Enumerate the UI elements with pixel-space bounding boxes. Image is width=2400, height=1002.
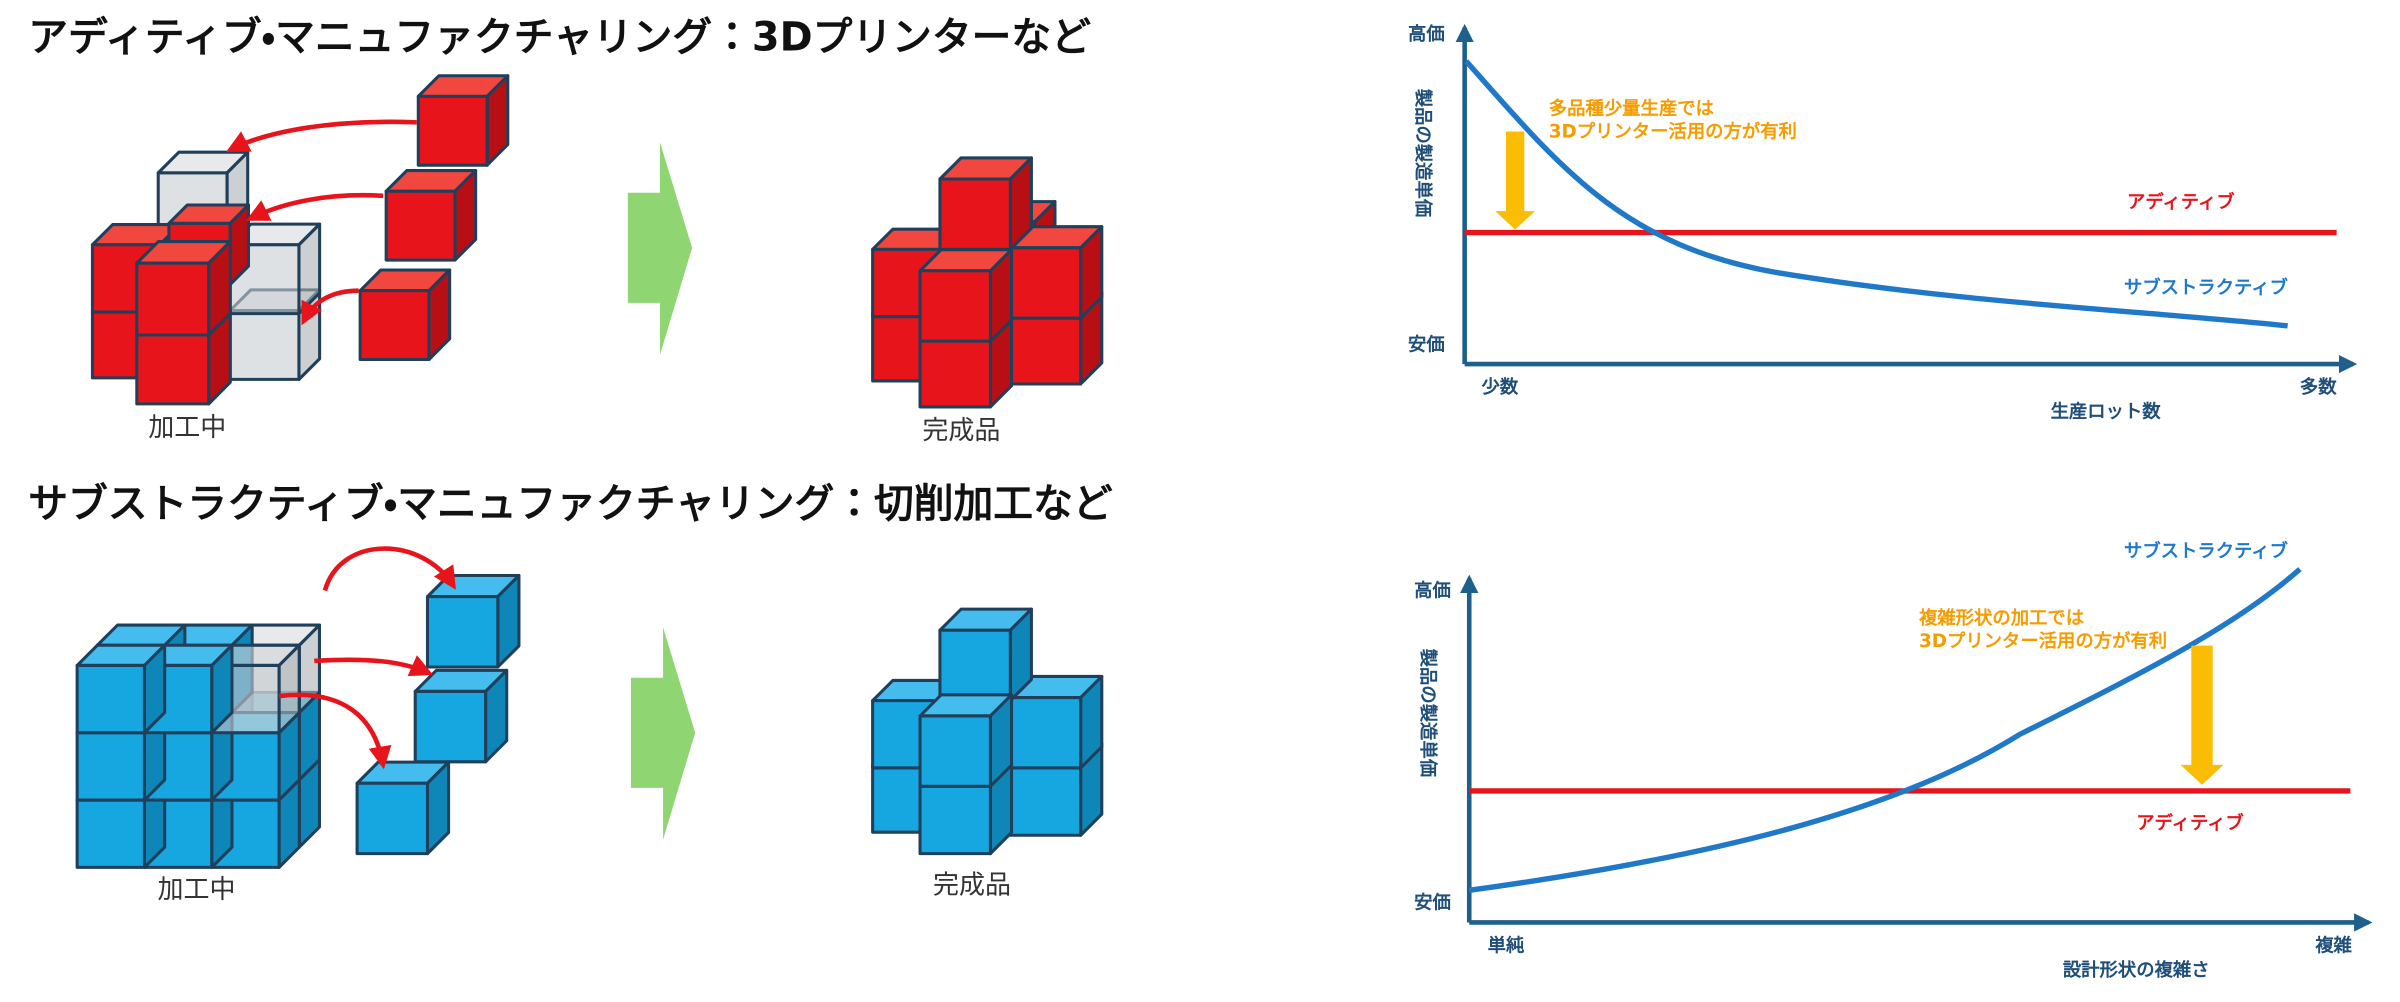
caption: 加工中 — [148, 413, 226, 443]
cube — [425, 573, 521, 669]
y-label: 製品の製造単価 — [1412, 88, 1434, 217]
cube-face — [1008, 696, 1083, 770]
y-low: 安価 — [1408, 333, 1445, 355]
cube-face — [416, 94, 489, 167]
additive-label: アディティブ — [2136, 812, 2244, 834]
lot-chart: 高価 安価 製品の製造単価 少数 多数 生産ロット数 多品種少量生産では 3Dプ… — [1408, 23, 2358, 423]
cube-face — [938, 628, 1012, 703]
cube — [228, 222, 322, 316]
cube — [358, 268, 452, 362]
cube-face — [918, 781, 992, 856]
cube — [938, 156, 1033, 251]
cube-face — [918, 714, 992, 788]
x-label: 生産ロット数 — [2051, 401, 2162, 423]
illustrations — [75, 74, 1104, 869]
x-low: 単純 — [1488, 935, 1525, 957]
subtractive-label: サブストラクティブ — [2124, 540, 2289, 562]
y-high: 高価 — [1414, 580, 1451, 602]
y-low: 安価 — [1414, 892, 1451, 914]
cube-face — [938, 177, 1012, 251]
note: 3Dプリンター活用の方が有利 — [1549, 121, 1797, 143]
caption: 完成品 — [922, 416, 1000, 446]
note: 3Dプリンター活用の方が有利 — [1919, 630, 2167, 652]
cube — [75, 643, 167, 735]
cube-face — [918, 335, 992, 409]
caption: 完成品 — [933, 870, 1011, 900]
cube-face — [918, 269, 992, 343]
cube-face — [228, 243, 301, 316]
cube-face — [1008, 246, 1083, 320]
additive-label: アディティブ — [2127, 191, 2235, 213]
section-title: アディティブ・マニュファクチャリング：3Dプリンターなど — [28, 14, 1091, 60]
x-high: 多数 — [2300, 376, 2337, 398]
cube-face — [1008, 312, 1083, 386]
cube-face — [425, 595, 500, 669]
cube — [416, 74, 510, 167]
cube — [918, 248, 1014, 343]
process-arrows — [226, 119, 456, 770]
cube — [1008, 674, 1104, 770]
cube-face — [135, 261, 211, 337]
cube-face — [358, 289, 431, 362]
step-arrow — [630, 627, 696, 840]
x-high: 複雑 — [2314, 935, 2352, 957]
step-arrow — [627, 142, 693, 355]
note: 複雑形状の加工では — [1918, 607, 2084, 629]
cube-face — [228, 309, 301, 381]
cube-face — [413, 689, 488, 764]
y-label: 製品の製造単価 — [1417, 648, 1439, 777]
cube — [413, 668, 509, 764]
cube-face — [75, 731, 146, 802]
cube — [355, 760, 451, 856]
y-high: 高価 — [1408, 23, 1445, 45]
cube — [918, 693, 1014, 788]
complexity-chart: 高価 安価 製品の製造単価 単純 複雑 設計形状の複雑さ 複雑形状の加工では 3… — [1414, 540, 2373, 981]
cube-face — [355, 781, 429, 856]
subtractive-label: サブストラクティブ — [2124, 277, 2289, 299]
cube — [384, 169, 478, 262]
subtractive-curve — [1464, 59, 2288, 329]
cube — [1008, 225, 1104, 320]
advantage-arrow — [1495, 131, 1536, 230]
cube-face — [384, 189, 457, 262]
cube-face — [75, 663, 146, 735]
cube-face — [1008, 763, 1083, 837]
caption: 加工中 — [157, 875, 235, 905]
note: 多品種少量生産では — [1549, 98, 1714, 120]
cube — [938, 607, 1033, 703]
cube-face — [135, 330, 211, 406]
x-low: 少数 — [1481, 376, 1518, 398]
cube — [135, 240, 232, 337]
advantage-arrow — [2180, 645, 2224, 785]
section-title: サブストラクティブ・マニュファクチャリング：切削加工など — [28, 481, 1113, 527]
subtractive-curve — [1468, 567, 2302, 893]
x-label: 設計形状の複雑さ — [2063, 959, 2210, 981]
cube-face — [75, 798, 146, 869]
